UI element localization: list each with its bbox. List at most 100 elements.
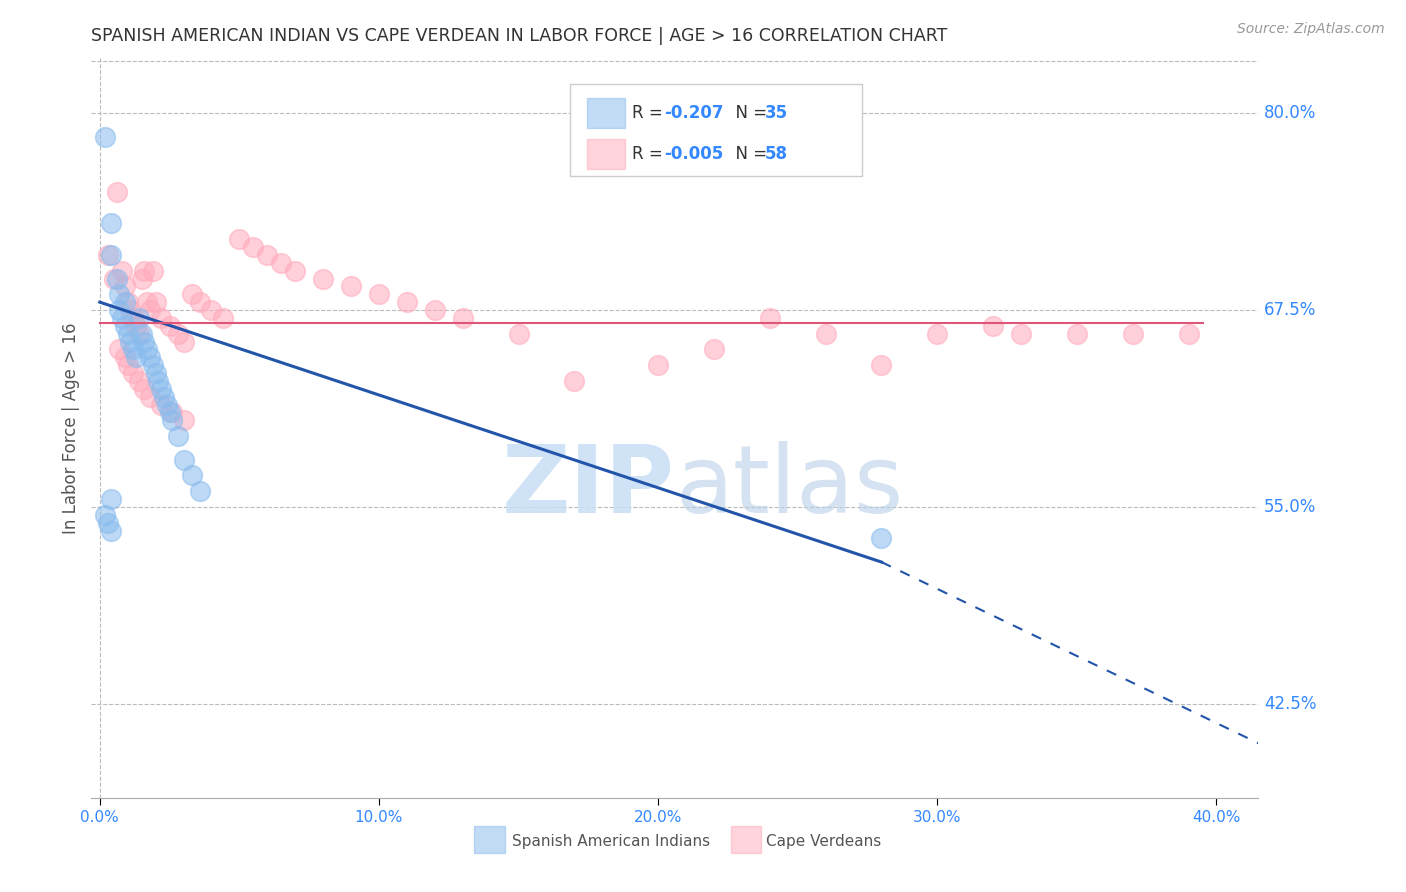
Point [111, 263, 134, 277]
Point [103, 271, 125, 285]
Point [122, 366, 145, 380]
FancyBboxPatch shape [588, 98, 624, 128]
Point [180, 468, 202, 483]
Point [1177, 326, 1199, 341]
Point [100, 216, 122, 230]
Point [173, 413, 195, 427]
Point [167, 429, 190, 443]
Point [188, 295, 211, 310]
Point [870, 532, 893, 546]
Point [1122, 326, 1144, 341]
Text: Source: ZipAtlas.com: Source: ZipAtlas.com [1237, 22, 1385, 37]
Point [100, 524, 122, 538]
Point [114, 295, 136, 310]
Point [150, 398, 173, 412]
Point [284, 263, 307, 277]
Point [139, 351, 162, 365]
Point [111, 310, 134, 325]
Point [159, 405, 181, 419]
Point [312, 271, 335, 285]
Text: 58: 58 [765, 145, 787, 163]
Text: -0.005: -0.005 [665, 145, 724, 163]
Point [162, 413, 184, 427]
Point [139, 303, 162, 318]
Point [128, 310, 150, 325]
Point [145, 366, 167, 380]
Point [108, 343, 131, 357]
Point [134, 382, 156, 396]
Text: 80.0%: 80.0% [1264, 104, 1316, 122]
FancyBboxPatch shape [731, 827, 761, 853]
Point [564, 374, 586, 388]
Point [100, 491, 122, 506]
Point [145, 295, 167, 310]
Point [242, 240, 264, 254]
Point [451, 310, 474, 325]
Point [108, 303, 131, 318]
Point [153, 390, 176, 404]
Text: Cape Verdeans: Cape Verdeans [766, 834, 882, 849]
Point [180, 287, 202, 301]
Text: Spanish American Indians: Spanish American Indians [512, 834, 710, 849]
Point [270, 256, 292, 270]
Point [100, 248, 122, 262]
Point [122, 310, 145, 325]
Point [647, 358, 669, 372]
Point [759, 310, 782, 325]
Point [150, 382, 173, 396]
Point [340, 279, 363, 293]
Point [395, 295, 418, 310]
Point [703, 343, 725, 357]
Point [814, 326, 837, 341]
Text: N =: N = [725, 145, 772, 163]
Point [105, 185, 128, 199]
Text: R =: R = [631, 145, 668, 163]
Point [167, 326, 190, 341]
Point [162, 405, 184, 419]
Point [128, 374, 150, 388]
Point [256, 248, 278, 262]
Point [94, 508, 117, 522]
Point [142, 263, 165, 277]
FancyBboxPatch shape [569, 84, 862, 177]
Point [125, 318, 148, 333]
Text: 55.0%: 55.0% [1264, 498, 1316, 516]
Text: 35: 35 [765, 104, 787, 122]
Text: 42.5%: 42.5% [1264, 695, 1316, 713]
Point [211, 310, 233, 325]
FancyBboxPatch shape [588, 139, 624, 169]
Point [188, 484, 211, 499]
Point [120, 334, 142, 349]
Point [156, 398, 179, 412]
Point [131, 271, 153, 285]
Text: -0.207: -0.207 [665, 104, 724, 122]
Point [134, 263, 156, 277]
Point [108, 287, 131, 301]
Point [1010, 326, 1032, 341]
Point [981, 318, 1004, 333]
Point [200, 303, 222, 318]
Point [117, 358, 139, 372]
Point [125, 351, 148, 365]
Point [114, 318, 136, 333]
Point [142, 358, 165, 372]
Y-axis label: In Labor Force | Age > 16: In Labor Force | Age > 16 [62, 322, 80, 534]
Point [117, 295, 139, 310]
Point [97, 516, 120, 530]
Point [927, 326, 949, 341]
Point [150, 310, 173, 325]
Point [120, 303, 142, 318]
Point [128, 326, 150, 341]
Point [114, 279, 136, 293]
Point [117, 326, 139, 341]
Point [131, 326, 153, 341]
Text: SPANISH AMERICAN INDIAN VS CAPE VERDEAN IN LABOR FORCE | AGE > 16 CORRELATION CH: SPANISH AMERICAN INDIAN VS CAPE VERDEAN … [91, 28, 948, 45]
Point [148, 374, 170, 388]
Point [94, 129, 117, 144]
Text: atlas: atlas [675, 442, 903, 533]
Point [508, 326, 530, 341]
Point [97, 248, 120, 262]
Text: N =: N = [725, 104, 772, 122]
Point [136, 343, 159, 357]
Point [114, 351, 136, 365]
